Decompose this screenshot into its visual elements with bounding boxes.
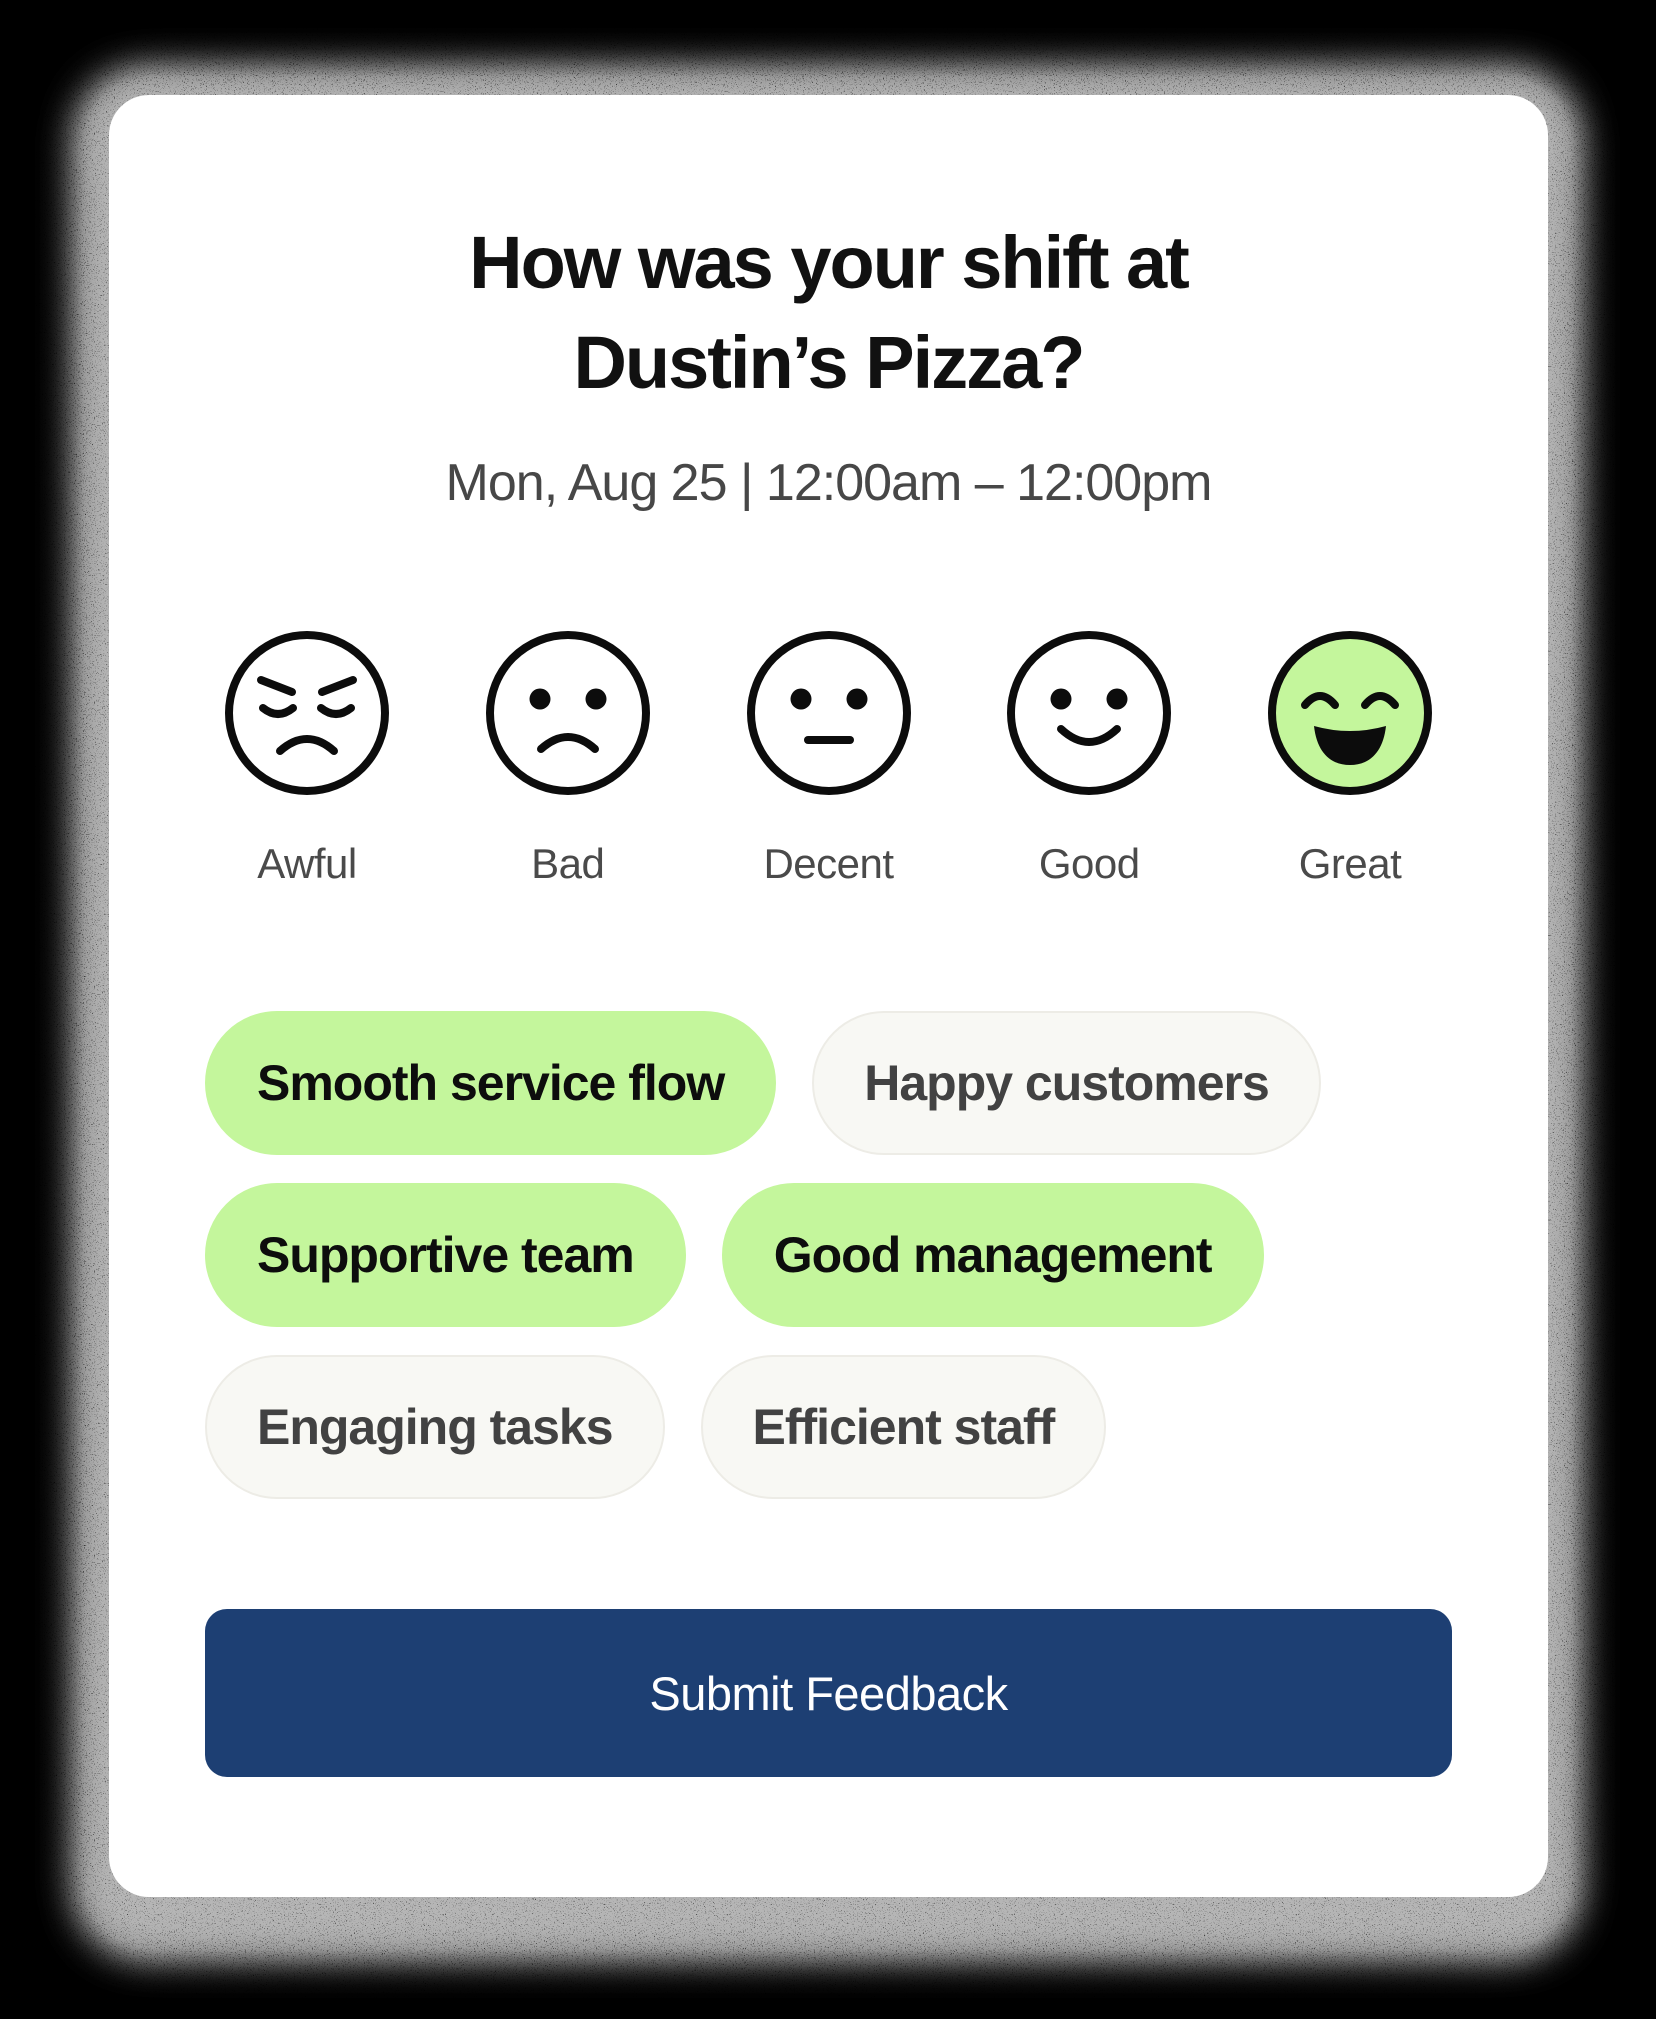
- page-title-line2: Dustin’s Pizza?: [573, 321, 1085, 404]
- rating-label: Awful: [257, 840, 357, 887]
- rating-label: Bad: [531, 840, 605, 887]
- neutral-face-icon: [746, 631, 911, 795]
- rating-label: Good: [1038, 840, 1140, 887]
- rating-option-good[interactable]: Good: [1005, 629, 1173, 889]
- rating-option-awful[interactable]: Awful: [223, 629, 391, 889]
- frown-face-icon: [485, 631, 650, 795]
- feedback-tags: Smooth service flow Happy customers Supp…: [205, 1011, 1452, 1499]
- shift-datetime: Mon, Aug 25 | 12:00am – 12:00pm: [445, 454, 1213, 512]
- page-title-line1: How was your shift at: [469, 221, 1190, 304]
- tag-chip-good-management[interactable]: Good management: [721, 1183, 1264, 1327]
- smile-face-icon: [1007, 631, 1172, 795]
- tag-chip-happy-customers[interactable]: Happy customers: [812, 1011, 1321, 1155]
- rating-label: Great: [1298, 840, 1402, 887]
- laughing-face-icon: [1268, 631, 1432, 795]
- tag-chip-supportive-team[interactable]: Supportive team: [205, 1183, 686, 1327]
- rating-option-decent[interactable]: Decent: [745, 629, 913, 889]
- rating-option-great[interactable]: Great: [1266, 629, 1434, 889]
- tag-chip-efficient-staff[interactable]: Efficient staff: [700, 1355, 1107, 1499]
- rating-option-bad[interactable]: Bad: [484, 629, 652, 889]
- rating-scale: Awful Bad Decent: [205, 629, 1452, 889]
- submit-feedback-button[interactable]: Submit Feedback: [205, 1609, 1452, 1777]
- rating-label: Decent: [763, 840, 894, 887]
- angry-face-icon: [225, 631, 389, 795]
- tag-chip-engaging-tasks[interactable]: Engaging tasks: [205, 1355, 665, 1499]
- shift-feedback-card: How was your shift at Dustin’s Pizza? Mo…: [109, 95, 1548, 1897]
- page-title: How was your shift at Dustin’s Pizza?: [205, 213, 1452, 413]
- tag-chip-smooth-service-flow[interactable]: Smooth service flow: [205, 1011, 777, 1155]
